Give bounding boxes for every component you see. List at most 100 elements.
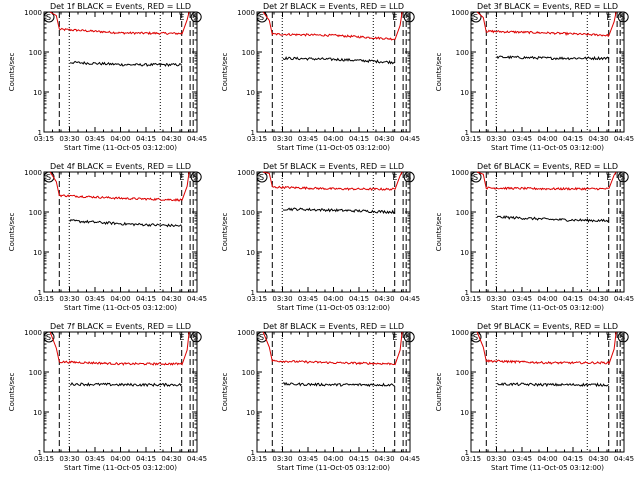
marker-e: E bbox=[179, 13, 184, 22]
y-tick-label: 100 bbox=[456, 49, 469, 57]
x-tick-label: 04:15 bbox=[563, 295, 583, 303]
marker-e: E bbox=[392, 173, 397, 182]
plot-frame bbox=[470, 331, 625, 453]
panel-det-9: Det 9f BLACK = Events, RED = LLD 1 10 100 10… bbox=[435, 322, 634, 472]
x-tick-label: 03:30 bbox=[272, 295, 292, 303]
marker-s-end-circle bbox=[617, 331, 629, 343]
y-tick-label: 1 bbox=[465, 289, 469, 297]
marker-e: E bbox=[179, 173, 184, 182]
marker-s-end-circle bbox=[617, 171, 629, 183]
y-tick-label: 100 bbox=[242, 369, 255, 377]
marker-s: S bbox=[46, 333, 51, 342]
marker-s: S bbox=[259, 173, 264, 182]
x-tick-label: 03:45 bbox=[298, 135, 318, 143]
events-series-line bbox=[69, 219, 182, 228]
x-tick-label: 04:45 bbox=[187, 455, 207, 463]
x-tick-label: 03:30 bbox=[59, 135, 79, 143]
y-tick-label: 1000 bbox=[237, 169, 255, 177]
y-tick-label: 100 bbox=[242, 209, 255, 217]
y-tick-label: 1 bbox=[38, 289, 42, 297]
x-tick-label: 03:30 bbox=[486, 455, 506, 463]
x-tick-label: 03:45 bbox=[298, 455, 318, 463]
y-axis-label: Counts/sec bbox=[8, 373, 16, 412]
marker-s-end-circle bbox=[403, 331, 415, 343]
events-series-line bbox=[69, 60, 183, 68]
panel-det-8: Det 8f BLACK = Events, RED = LLD 1 10 100 10… bbox=[221, 322, 420, 472]
x-tick-label: 04:45 bbox=[187, 295, 207, 303]
lld-series-line bbox=[476, 11, 617, 38]
y-axis-label: Counts/sec bbox=[8, 53, 16, 92]
x-axis-label: Start Time (11-Oct-05 03:12:00) bbox=[277, 464, 390, 472]
marker-s-circle bbox=[43, 331, 55, 343]
lld-series-line bbox=[476, 331, 617, 366]
x-tick-label: 04:30 bbox=[588, 455, 608, 463]
y-tick-label: 10 bbox=[33, 409, 42, 417]
x-tick-label: 03:15 bbox=[461, 135, 481, 143]
y-tick-label: 10 bbox=[33, 89, 42, 97]
panel-title: Det 6f BLACK = Events, RED = LLD bbox=[477, 162, 618, 171]
lld-series-line bbox=[262, 331, 403, 366]
x-tick-label: 04:15 bbox=[136, 135, 156, 143]
marker-s-end: S bbox=[406, 333, 411, 342]
x-tick-label: 04:30 bbox=[161, 135, 181, 143]
y-axis-label: Counts/sec bbox=[8, 213, 16, 252]
marker-s-end: S bbox=[620, 333, 625, 342]
events-series-line bbox=[282, 207, 396, 215]
marker-s-end: S bbox=[193, 333, 198, 342]
marker-e: E bbox=[606, 13, 611, 22]
x-axis-label: Start Time (11-Oct-05 03:12:00) bbox=[491, 464, 604, 472]
y-tick-label: 100 bbox=[456, 369, 469, 377]
x-tick-label: 04:45 bbox=[187, 135, 207, 143]
x-tick-label: 03:45 bbox=[512, 455, 532, 463]
x-tick-label: 04:00 bbox=[537, 135, 557, 143]
panel-det-1: Det 1f BLACK = Events, RED = LLD 1 10 100 10… bbox=[8, 2, 207, 152]
panel-det-3: Det 3f BLACK = Events, RED = LLD 1 10 100 10… bbox=[435, 2, 634, 152]
y-axis-label: Counts/sec bbox=[435, 373, 443, 412]
x-tick-label: 04:00 bbox=[110, 455, 130, 463]
x-tick-label: 04:30 bbox=[374, 135, 394, 143]
plot-frame bbox=[43, 171, 198, 293]
panel-title: Det 3f BLACK = Events, RED = LLD bbox=[477, 2, 618, 11]
x-tick-label: 03:15 bbox=[34, 135, 54, 143]
y-tick-label: 10 bbox=[460, 249, 469, 257]
y-tick-label: 100 bbox=[29, 49, 42, 57]
marker-s-end-circle bbox=[190, 171, 202, 183]
x-tick-label: 03:15 bbox=[247, 455, 267, 463]
marker-s-end: S bbox=[193, 173, 198, 182]
marker-s-end-circle bbox=[617, 11, 629, 23]
y-tick-label: 10 bbox=[246, 89, 255, 97]
marker-s-end: S bbox=[406, 13, 411, 22]
plot-frame bbox=[43, 331, 198, 453]
x-tick-label: 04:00 bbox=[537, 455, 557, 463]
lld-series-line bbox=[49, 331, 190, 366]
x-tick-label: 03:45 bbox=[85, 295, 105, 303]
y-tick-label: 1 bbox=[251, 129, 255, 137]
marker-s: S bbox=[259, 13, 264, 22]
x-tick-label: 03:45 bbox=[512, 135, 532, 143]
x-axis-label: Start Time (11-Oct-05 03:12:00) bbox=[64, 144, 177, 152]
y-tick-label: 100 bbox=[242, 49, 255, 57]
x-tick-label: 04:15 bbox=[349, 135, 369, 143]
x-tick-label: 03:30 bbox=[486, 135, 506, 143]
marker-s-circle bbox=[470, 11, 482, 23]
marker-s-end: S bbox=[620, 173, 625, 182]
plot-frame bbox=[256, 11, 411, 133]
events-series-line bbox=[496, 215, 610, 223]
lld-series-line bbox=[476, 171, 617, 191]
x-tick-label: 03:15 bbox=[461, 295, 481, 303]
x-tick-label: 03:15 bbox=[247, 295, 267, 303]
plot-frame bbox=[470, 171, 625, 293]
x-tick-label: 03:15 bbox=[34, 295, 54, 303]
panel-title: Det 9f BLACK = Events, RED = LLD bbox=[477, 322, 618, 331]
y-axis-label: Counts/sec bbox=[435, 53, 443, 92]
x-tick-label: 04:15 bbox=[349, 455, 369, 463]
x-axis-label: Start Time (11-Oct-05 03:12:00) bbox=[64, 304, 177, 312]
marker-s: S bbox=[259, 333, 264, 342]
y-axis-label: Counts/sec bbox=[435, 213, 443, 252]
x-tick-label: 03:30 bbox=[59, 295, 79, 303]
y-tick-label: 10 bbox=[460, 89, 469, 97]
marker-s-end-circle bbox=[403, 11, 415, 23]
panel-det-6: Det 6f BLACK = Events, RED = LLD 1 10 100 10… bbox=[435, 162, 634, 312]
x-tick-label: 04:15 bbox=[136, 455, 156, 463]
marker-e: E bbox=[606, 333, 611, 342]
